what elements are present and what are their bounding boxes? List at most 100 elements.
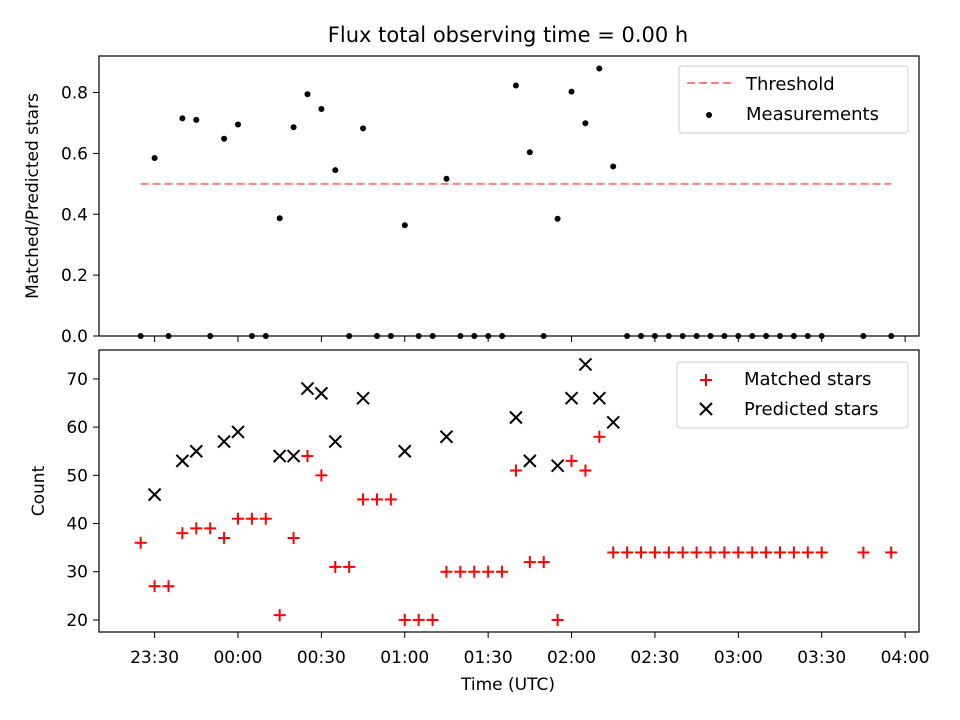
matched-star-point	[287, 532, 300, 544]
matched-star-point	[885, 546, 898, 559]
top-y-tick-label: 0.8	[61, 84, 88, 104]
matched-star-point	[329, 560, 342, 573]
predicted-star-point	[272, 449, 287, 463]
bottom-plot-area	[134, 357, 898, 626]
predicted-star-point	[189, 444, 203, 458]
matched-star-point	[593, 430, 606, 443]
matched-star-point	[343, 560, 356, 573]
top-panel: 0.00.20.40.60.8 Matched/Predicted stars …	[23, 55, 920, 347]
matched-star-point	[398, 613, 411, 626]
predicted-star-point	[398, 444, 412, 458]
matched-star-point	[662, 546, 675, 559]
matched-star-point	[509, 464, 522, 477]
top-y-tick-label: 0.0	[61, 327, 88, 347]
matched-star-point	[259, 512, 272, 525]
predicted-star-point	[231, 425, 245, 439]
measurement-point	[443, 175, 450, 182]
predicted-star-point	[439, 430, 454, 444]
matched-star-point	[245, 512, 258, 525]
matched-star-point	[218, 532, 231, 544]
predicted-star-point	[314, 386, 329, 401]
predicted-star-point	[175, 454, 190, 468]
legend-predicted-swatch	[699, 402, 713, 416]
matched-star-point	[468, 565, 481, 578]
matched-star-point	[384, 493, 397, 506]
top-y-tick-label: 0.4	[61, 205, 88, 225]
legend-matched-label: Matched stars	[744, 369, 871, 390]
predicted-star-point	[217, 434, 231, 449]
measurement-point	[193, 116, 200, 123]
legend-matched-swatch	[700, 374, 712, 386]
matched-star-point	[648, 546, 661, 559]
predicted-star-point	[606, 415, 620, 430]
bottom-x-tick-label: 02:00	[547, 648, 596, 668]
predicted-star-point	[578, 357, 593, 372]
top-x-axis	[154, 336, 906, 342]
matched-star-point	[273, 609, 286, 622]
matched-star-point	[134, 536, 147, 549]
matched-star-point	[426, 613, 439, 626]
bottom-x-tick-label: 23:30	[130, 648, 179, 668]
matched-star-point	[676, 546, 689, 559]
bottom-x-tick-label: 00:00	[213, 648, 262, 668]
figure-title: Flux total observing time = 0.00 h	[328, 23, 688, 47]
predicted-star-point	[356, 391, 370, 405]
predicted-star-point	[300, 381, 315, 396]
legend-threshold-label: Threshold	[745, 74, 835, 95]
matched-star-point	[635, 546, 648, 559]
legend-predicted-label: Predicted stars	[744, 399, 878, 420]
matched-star-point	[231, 512, 244, 525]
matched-star-point	[357, 493, 370, 506]
matched-star-point	[412, 613, 425, 626]
measurement-point	[360, 125, 367, 132]
measurement-point	[318, 106, 325, 112]
bottom-x-tick-label: 03:00	[714, 648, 763, 668]
legend-measurement-label: Measurements	[746, 104, 879, 125]
matched-star-point	[537, 556, 550, 569]
matched-star-point	[204, 522, 217, 535]
top-legend: Threshold Measurements	[678, 65, 909, 134]
matched-star-point	[301, 450, 314, 463]
bottom-x-tick-label: 02:30	[630, 648, 679, 668]
measurement-point	[401, 222, 408, 229]
measurement-point	[290, 124, 297, 131]
predicted-star-point	[523, 454, 537, 468]
matched-star-point	[454, 565, 467, 578]
measurement-point	[179, 115, 186, 122]
matched-star-point	[565, 454, 578, 467]
bottom-y-tick-label: 40	[66, 515, 88, 535]
matched-star-point	[176, 527, 189, 540]
predicted-star-point	[550, 458, 565, 473]
matched-star-point	[607, 546, 620, 559]
bottom-y-tick-label: 20	[66, 611, 88, 631]
matched-star-point	[551, 613, 564, 626]
bottom-x-label: Time (UTC)	[460, 675, 555, 695]
matched-star-point	[787, 546, 800, 559]
matched-star-point	[746, 546, 759, 559]
predicted-star-point	[592, 391, 607, 405]
matched-star-point	[440, 565, 453, 578]
measurement-point	[554, 215, 561, 222]
measurement-point	[332, 167, 339, 174]
matched-star-point	[704, 546, 717, 559]
bottom-y-tick-label: 70	[66, 370, 88, 390]
bottom-panel: 20 30 40 50 60 70 23:30 00:00 00:30 01:00 01:30 02…	[29, 349, 930, 695]
predicted-star-point	[564, 391, 579, 405]
matched-star-point	[815, 546, 828, 559]
measurement-point	[276, 215, 283, 222]
measurement-point	[235, 121, 241, 128]
measurement-point	[151, 155, 158, 161]
top-y-tick-label: 0.6	[61, 144, 88, 164]
predicted-star-point	[509, 410, 523, 425]
bottom-legend-box	[676, 361, 909, 429]
bottom-x-tick-label: 01:30	[464, 648, 513, 668]
bottom-y-tick-label: 50	[66, 466, 88, 486]
bottom-x-tick-label: 04:00	[881, 648, 930, 668]
matched-star-point	[496, 565, 509, 578]
legend-measurement-swatch	[706, 112, 712, 118]
top-y-tick-label: 0.2	[61, 266, 88, 286]
matched-star-point	[523, 556, 536, 569]
matched-star-point	[621, 546, 634, 559]
top-axes-frame	[98, 55, 920, 337]
